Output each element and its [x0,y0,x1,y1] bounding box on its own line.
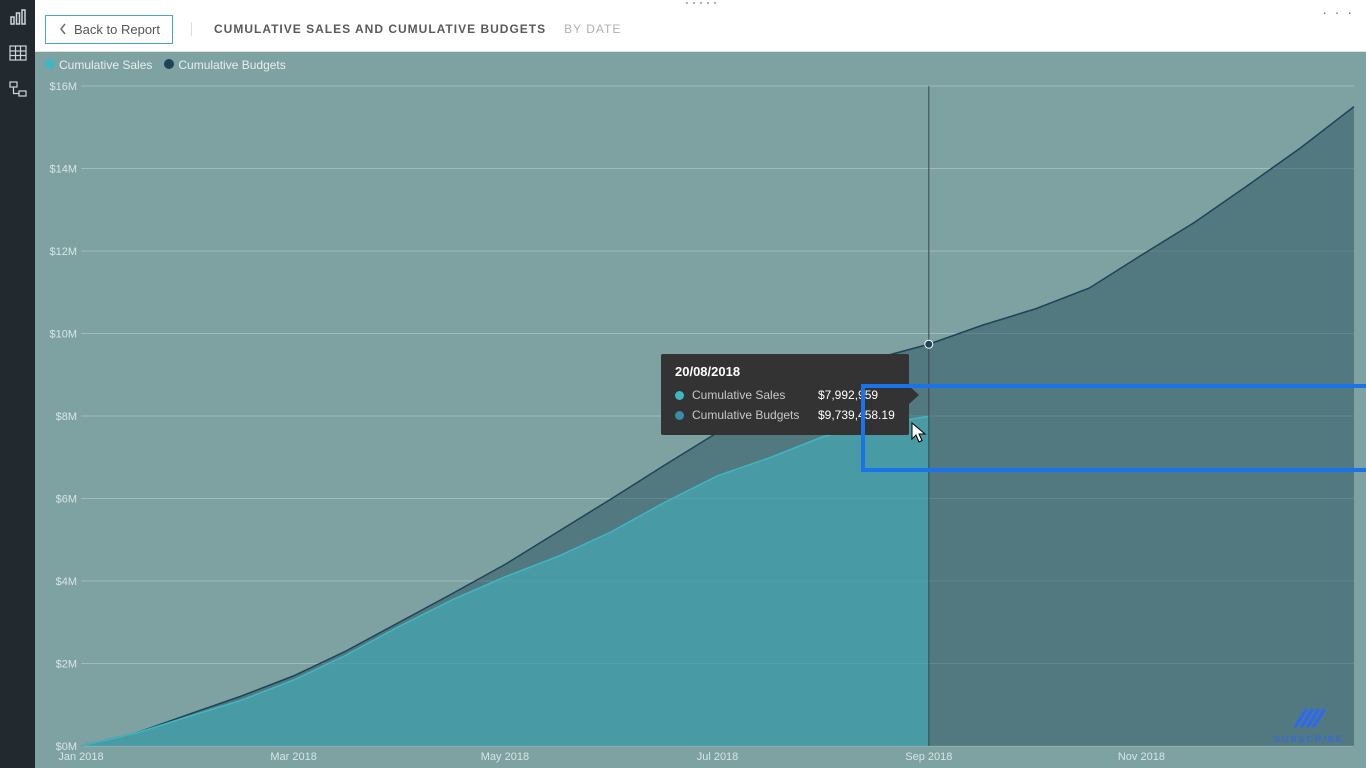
svg-text:$12M: $12M [49,246,77,258]
svg-text:$16M: $16M [49,81,77,93]
model-icon[interactable] [7,78,29,100]
svg-text:Mar 2018: Mar 2018 [270,751,316,763]
svg-text:Sep 2018: Sep 2018 [905,751,952,763]
svg-text:Jan 2018: Jan 2018 [58,751,103,763]
cursor-icon [911,422,927,449]
nav-sidebar [0,0,35,768]
svg-text:$4M: $4M [56,576,77,588]
back-button[interactable]: Back to Report [45,15,173,44]
svg-text:$14M: $14M [49,164,77,176]
tooltip-label-budgets: Cumulative Budgets [692,405,810,425]
legend: Cumulative Sales Cumulative Budgets [45,58,286,72]
subscribe-label: SUBSCRIBE [1274,734,1344,744]
tooltip-label-sales: Cumulative Sales [692,385,810,405]
chart-title: Cumulative Sales and Cumulative Budgets [191,22,546,36]
svg-text:Jul 2018: Jul 2018 [697,751,739,763]
highlight-overlay [861,384,1366,472]
tooltip-dot-sales [675,391,684,400]
bar-chart-icon[interactable] [7,6,29,28]
chart-subtitle: By Date [564,22,621,36]
legend-item-sales: Cumulative Sales [45,58,152,72]
more-icon[interactable]: · · · [1322,4,1354,20]
svg-text:$6M: $6M [56,494,77,506]
svg-text:Nov 2018: Nov 2018 [1118,751,1165,763]
window-grip[interactable] [35,0,1366,8]
svg-text:$8M: $8M [56,411,77,423]
svg-text:$2M: $2M [56,659,77,671]
subscribe-badge[interactable]: SUBSCRIBE [1274,704,1344,744]
table-icon[interactable] [7,42,29,64]
legend-item-budgets: Cumulative Budgets [164,58,285,72]
svg-text:$10M: $10M [49,329,77,341]
chart-area[interactable]: Cumulative Sales Cumulative Budgets $0M$… [35,52,1366,768]
tooltip-dot-budgets [675,411,684,420]
svg-text:May 2018: May 2018 [481,751,529,763]
back-label: Back to Report [74,22,160,37]
report-header: Back to Report Cumulative Sales and Cumu… [35,8,1366,52]
tooltip-date: 20/08/2018 [675,364,895,379]
